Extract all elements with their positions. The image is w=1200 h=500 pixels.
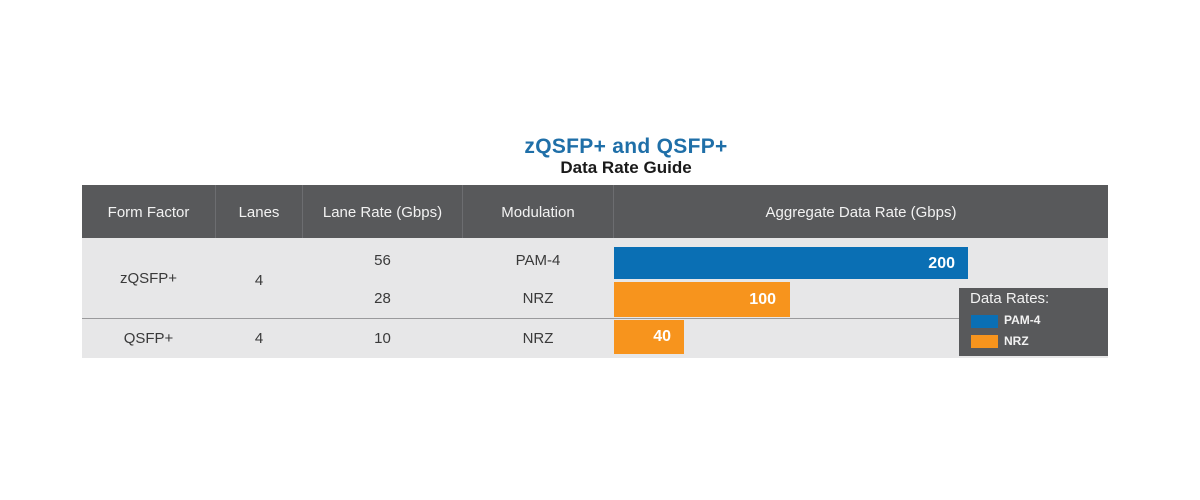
bar-value: 100 — [749, 291, 776, 308]
bar-value: 40 — [653, 328, 671, 345]
col-header-form-factor: Form Factor — [107, 204, 190, 221]
cell-modulation-nrz: NRZ — [522, 290, 554, 307]
row-divider — [82, 318, 614, 319]
cell-lane-rate-28: 28 — [374, 290, 391, 307]
legend-label-pam4: PAM-4 — [1004, 313, 1041, 327]
bar-pam4-200: 200 — [614, 247, 968, 279]
chart-title: zQSFP+ and QSFP+ — [524, 135, 728, 158]
cell-form-factor-qsfp: QSFP+ — [123, 330, 174, 347]
row-divider — [614, 318, 959, 319]
bar-nrz-100: 100 — [614, 282, 790, 317]
col-header-modulation: Modulation — [501, 204, 575, 221]
legend-swatch-pam4 — [971, 315, 998, 328]
bar-value: 200 — [928, 255, 955, 272]
chart-subtitle: Data Rate Guide — [560, 158, 692, 177]
col-header-lane-rate: Lane Rate (Gbps) — [322, 204, 443, 221]
cell-modulation-nrz-qsfp: NRZ — [522, 330, 554, 347]
col-header-lanes: Lanes — [238, 204, 280, 221]
legend-swatch-nrz — [971, 335, 998, 348]
column-divider — [613, 185, 614, 238]
col-header-aggregate: Aggregate Data Rate (Gbps) — [765, 204, 957, 221]
cell-lanes-qsfp: 4 — [254, 330, 264, 347]
cell-form-factor-zqsfp: zQSFP+ — [119, 270, 178, 287]
cell-lane-rate-10: 10 — [374, 330, 391, 347]
bar-nrz-40: 40 — [614, 320, 684, 354]
legend-label-nrz: NRZ — [1004, 334, 1029, 348]
table-header: Form Factor Lanes Lane Rate (Gbps) Modul… — [82, 185, 1108, 238]
cell-lanes-zqsfp: 4 — [254, 272, 264, 289]
legend-title: Data Rates: — [970, 290, 1050, 307]
cell-modulation-pam4: PAM-4 — [515, 252, 561, 269]
legend: Data Rates: PAM-4 NRZ — [959, 288, 1108, 356]
column-divider — [462, 185, 463, 238]
column-divider — [302, 185, 303, 238]
column-divider — [215, 185, 216, 238]
cell-lane-rate-56: 56 — [374, 252, 391, 269]
